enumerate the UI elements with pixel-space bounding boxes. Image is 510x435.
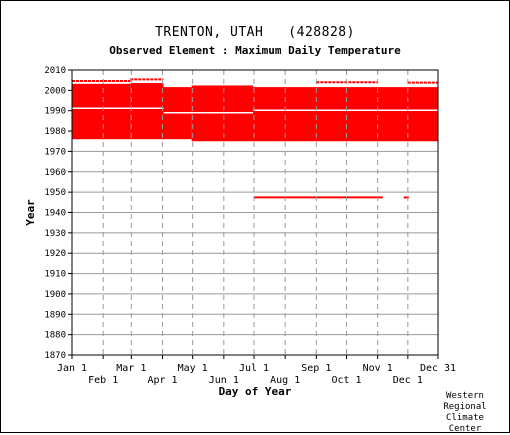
y-tick-label-1940: 1940	[44, 209, 66, 219]
credit-line-4: Center	[448, 424, 482, 434]
x-tick-label-152: Jun 1	[209, 375, 239, 386]
station-title: TRENTON, UTAH (428828)	[155, 25, 355, 40]
y-tick-label-1900: 1900	[44, 290, 66, 300]
credit-line-1: Western	[446, 391, 484, 401]
x-tick-label-121: May 1	[178, 363, 208, 374]
x-tick-label-213: Aug 1	[270, 375, 300, 386]
x-axis-title: Day of Year	[219, 385, 292, 398]
y-tick-label-1960: 1960	[44, 168, 66, 178]
y-tick-label-1930: 1930	[44, 229, 66, 239]
y-tick-label-1890: 1890	[44, 310, 66, 320]
y-tick-label-1910: 1910	[44, 270, 66, 280]
x-tick-label-91: Apr 1	[147, 375, 177, 386]
y-tick-label-1920: 1920	[44, 249, 66, 259]
credit-line-3: Climate	[446, 413, 484, 423]
y-tick-label-1870: 1870	[44, 351, 66, 361]
data-block-0	[72, 83, 131, 140]
x-tick-label-244: Sep 1	[301, 363, 331, 374]
data-block-4	[252, 87, 438, 142]
element-title: Observed Element : Maximum Daily Tempera…	[109, 44, 401, 57]
y-tick-label-1950: 1950	[44, 188, 66, 198]
x-tick-label-182: Jul 1	[239, 363, 269, 374]
data-block-1	[130, 83, 164, 140]
x-tick-label-335: Dec 1	[393, 375, 423, 386]
wrcc-credit: Western Regional Climate Center	[435, 391, 495, 435]
x-tick-label-365: Dec 31	[420, 363, 456, 374]
y-tick-label-1880: 1880	[44, 331, 66, 341]
credit-line-2: Regional	[443, 402, 487, 412]
x-tick-label-32: Feb 1	[88, 375, 118, 386]
y-tick-label-1990: 1990	[44, 107, 66, 117]
x-tick-label-274: Oct 1	[331, 375, 361, 386]
x-tick-label-60: Mar 1	[116, 363, 146, 374]
y-axis-title: Year	[24, 199, 37, 226]
x-tick-label-305: Nov 1	[363, 363, 393, 374]
y-tick-label-2000: 2000	[44, 86, 66, 96]
x-tick-label-1: Jan 1	[57, 363, 87, 374]
y-tick-label-1970: 1970	[44, 147, 66, 157]
y-tick-label-1980: 1980	[44, 127, 66, 137]
y-tick-label-2010: 2010	[44, 66, 66, 76]
